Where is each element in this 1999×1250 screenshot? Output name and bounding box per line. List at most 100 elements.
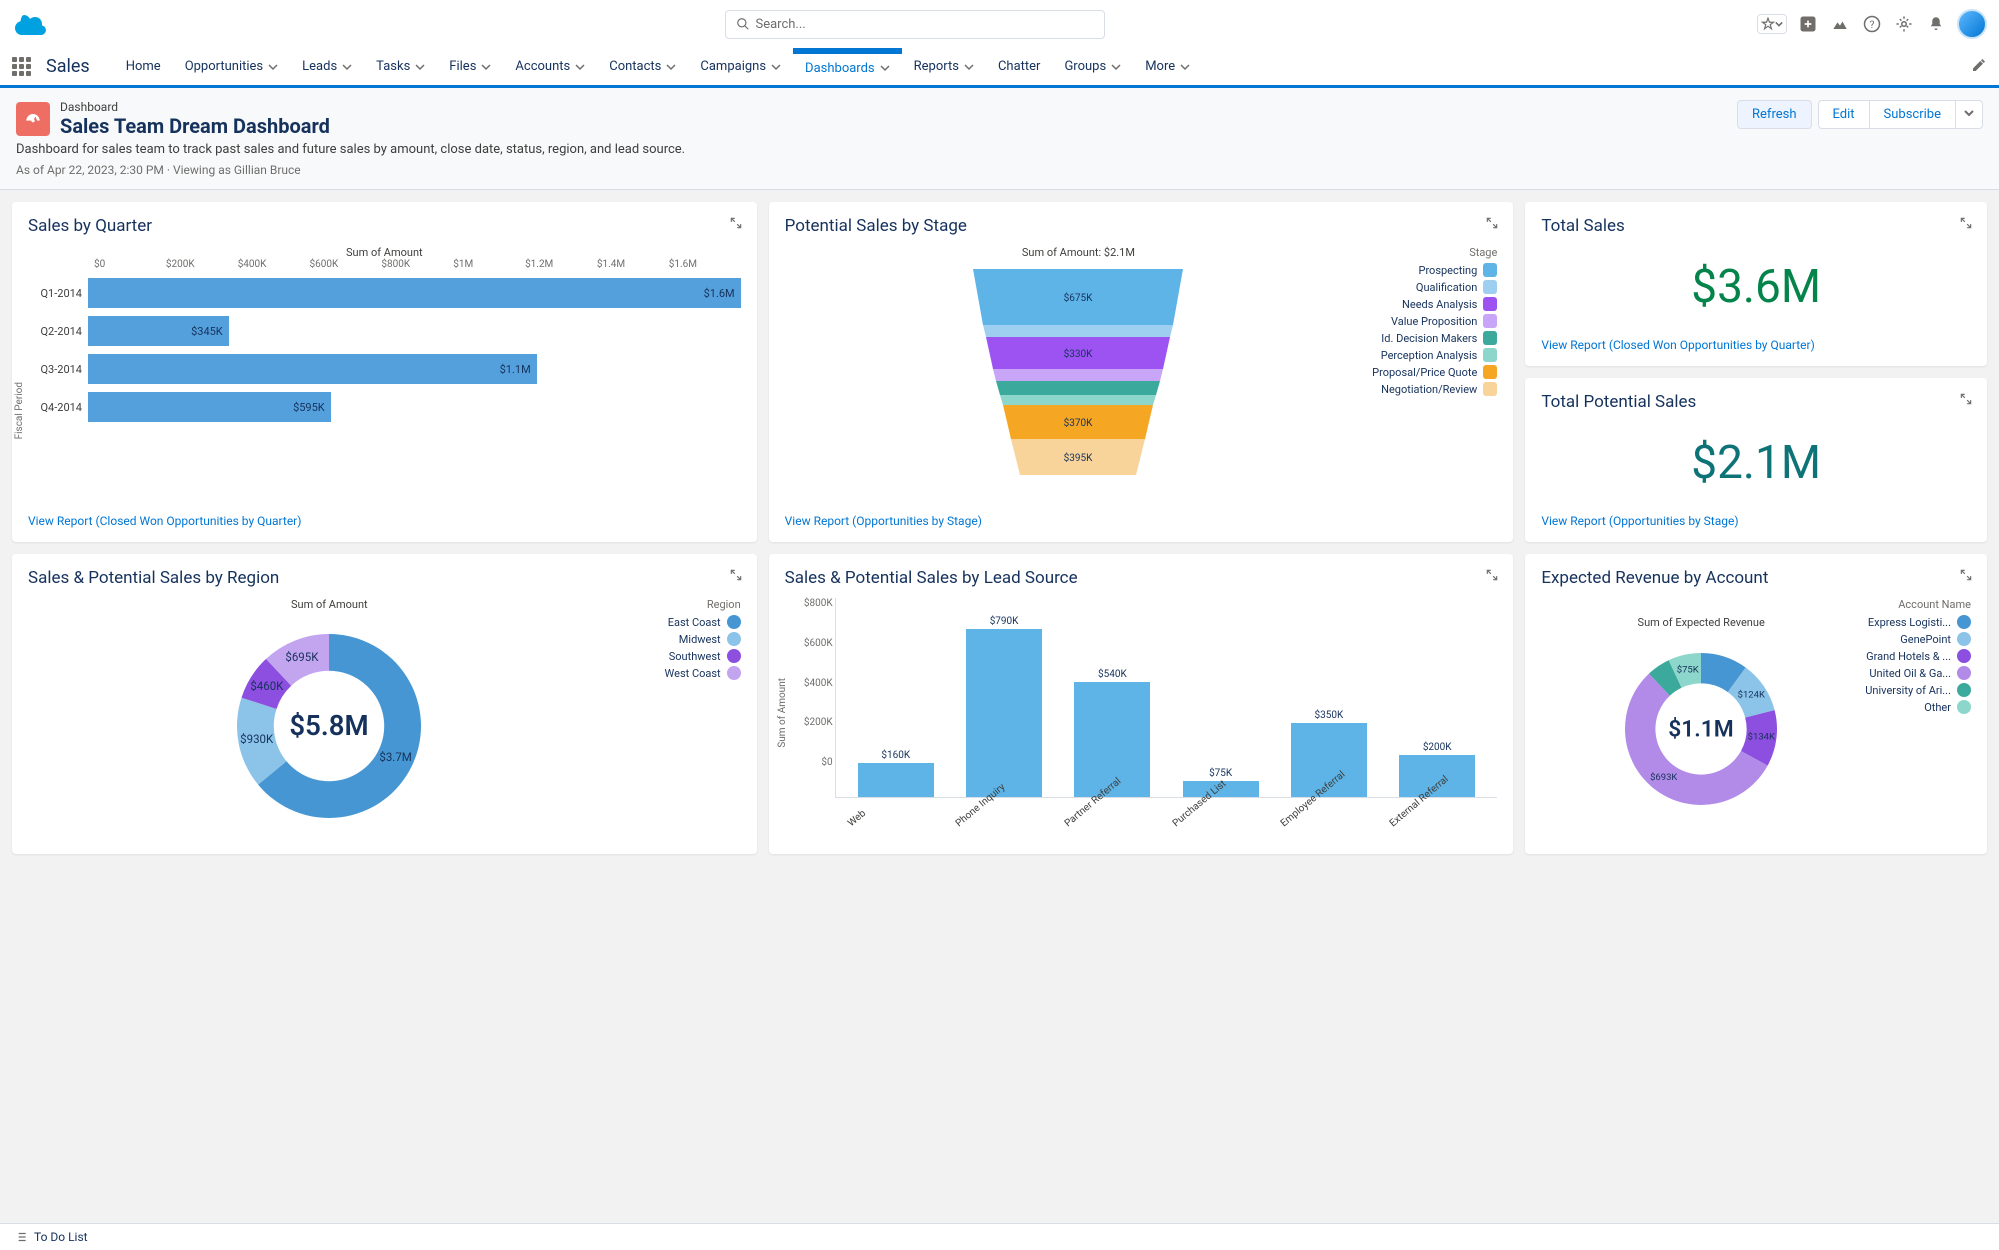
- bar: $345K: [88, 316, 229, 346]
- add-button[interactable]: [1797, 13, 1819, 35]
- expand-icon: [729, 216, 743, 230]
- expand-button[interactable]: [729, 568, 743, 586]
- nav-label: Dashboards: [805, 61, 875, 76]
- expand-button[interactable]: [1959, 568, 1973, 586]
- search-placeholder: Search...: [756, 17, 806, 32]
- card-total-sales: Total Sales $3.6M View Report (Closed Wo…: [1525, 202, 1987, 366]
- chevron-down-icon: [268, 62, 278, 72]
- nav-item-home[interactable]: Home: [114, 48, 173, 85]
- svg-text:$693K: $693K: [1650, 772, 1677, 783]
- user-avatar[interactable]: [1957, 9, 1987, 39]
- bar: [966, 629, 1042, 797]
- notifications-button[interactable]: [1925, 13, 1947, 35]
- nav-item-groups[interactable]: Groups: [1052, 48, 1133, 85]
- bar: $1.6M: [88, 278, 741, 308]
- y-axis-label: Fiscal Period: [14, 382, 25, 439]
- setup-button[interactable]: [1893, 13, 1915, 35]
- expand-button[interactable]: [1959, 392, 1973, 410]
- legend-item: West Coast: [631, 666, 741, 680]
- view-report-link[interactable]: View Report (Closed Won Opportunities by…: [1541, 338, 1814, 352]
- nav-label: Chatter: [998, 59, 1041, 74]
- svg-text:$134K: $134K: [1748, 731, 1775, 742]
- nav-label: More: [1145, 59, 1175, 74]
- svg-text:$330K: $330K: [1064, 347, 1093, 360]
- nav-label: Home: [126, 59, 161, 74]
- donut-chart: $3.7M$930K$460K$695K$5.8M: [209, 611, 449, 841]
- nav-item-leads[interactable]: Leads: [290, 48, 364, 85]
- edit-button[interactable]: Edit: [1818, 100, 1870, 129]
- nav-item-accounts[interactable]: Accounts: [503, 48, 597, 85]
- legend-item: Id. Decision Makers: [1372, 331, 1497, 345]
- expand-icon: [1959, 568, 1973, 582]
- legend-item: Grand Hotels & ...: [1861, 649, 1971, 663]
- salesforce-logo: [12, 9, 56, 39]
- svg-text:$695K: $695K: [286, 650, 320, 664]
- x-label: Partner Referral: [1062, 808, 1084, 829]
- app-launcher-icon[interactable]: [12, 57, 32, 77]
- funnel-segment: [983, 325, 1173, 337]
- pencil-icon: [1971, 57, 1987, 73]
- nav-item-campaigns[interactable]: Campaigns: [688, 48, 793, 85]
- todo-list-button[interactable]: To Do List: [34, 1230, 88, 1244]
- chevron-down-icon: [415, 62, 425, 72]
- nav-item-more[interactable]: More: [1133, 48, 1202, 85]
- bar-value: $350K: [1315, 710, 1344, 721]
- donut-chart: $124K$134K$693K$75K$1.1M: [1606, 629, 1796, 829]
- legend-title: Account Name: [1861, 598, 1971, 611]
- question-icon: ?: [1863, 15, 1881, 33]
- subscribe-button[interactable]: Subscribe: [1870, 100, 1956, 129]
- help-button[interactable]: ?: [1861, 13, 1883, 35]
- nav-item-contacts[interactable]: Contacts: [597, 48, 688, 85]
- more-actions-button[interactable]: [1956, 100, 1983, 129]
- expand-button[interactable]: [1485, 216, 1499, 234]
- bar-label: Q4-2014: [28, 401, 88, 414]
- nav-item-chatter[interactable]: Chatter: [986, 48, 1053, 85]
- trailhead-button[interactable]: [1829, 13, 1851, 35]
- app-nav-bar: Sales HomeOpportunitiesLeadsTasksFilesAc…: [0, 48, 1999, 88]
- favorites-button[interactable]: [1757, 14, 1787, 34]
- nav-item-reports[interactable]: Reports: [902, 48, 986, 85]
- legend-item: Needs Analysis: [1372, 297, 1497, 311]
- svg-text:?: ?: [1870, 18, 1875, 31]
- card-expected-revenue: Expected Revenue by Account Sum of Expec…: [1525, 554, 1987, 854]
- utility-bar: To Do List: [0, 1223, 1999, 1250]
- x-label: Employee Referral: [1279, 808, 1301, 829]
- chart-subtitle: Sum of Amount: $2.1M: [785, 246, 1373, 259]
- nav-item-dashboards[interactable]: Dashboards: [793, 48, 902, 85]
- global-search[interactable]: Search...: [725, 10, 1105, 39]
- view-report-link[interactable]: View Report (Opportunities by Stage): [785, 514, 982, 528]
- chevron-down-icon: [964, 62, 974, 72]
- refresh-button[interactable]: Refresh: [1737, 100, 1811, 129]
- bar-label: Q3-2014: [28, 363, 88, 376]
- legend-item: GenePoint: [1861, 632, 1971, 646]
- dashboard-icon: [16, 102, 50, 136]
- expand-button[interactable]: [1485, 568, 1499, 586]
- legend-item: Express Logisti...: [1861, 615, 1971, 629]
- nav-item-opportunities[interactable]: Opportunities: [173, 48, 290, 85]
- bar-label: Q1-2014: [28, 287, 88, 300]
- expand-icon: [1959, 392, 1973, 406]
- nav-label: Opportunities: [185, 59, 263, 74]
- nav-item-files[interactable]: Files: [437, 48, 503, 85]
- card-title: Total Sales: [1541, 216, 1971, 236]
- expand-button[interactable]: [1959, 216, 1973, 234]
- expand-button[interactable]: [729, 216, 743, 234]
- svg-text:$3.7M: $3.7M: [380, 750, 412, 764]
- nav-label: Leads: [302, 59, 337, 74]
- page-meta: As of Apr 22, 2023, 2:30 PM · Viewing as…: [16, 163, 1737, 177]
- chevron-down-icon: [342, 62, 352, 72]
- view-report-link[interactable]: View Report (Opportunities by Stage): [1541, 514, 1738, 528]
- trailhead-icon: [1830, 14, 1850, 34]
- edit-nav-button[interactable]: [1971, 57, 1987, 77]
- svg-text:$930K: $930K: [240, 732, 274, 746]
- legend-item: Other: [1861, 700, 1971, 714]
- legend-item: Value Proposition: [1372, 314, 1497, 328]
- svg-text:$675K: $675K: [1064, 291, 1093, 304]
- nav-item-tasks[interactable]: Tasks: [364, 48, 437, 85]
- expand-icon: [1959, 216, 1973, 230]
- card-title: Potential Sales by Stage: [785, 216, 1498, 236]
- expand-icon: [729, 568, 743, 582]
- bar-value: $160K: [881, 750, 910, 761]
- gear-icon: [1895, 15, 1913, 33]
- view-report-link[interactable]: View Report (Closed Won Opportunities by…: [28, 514, 301, 528]
